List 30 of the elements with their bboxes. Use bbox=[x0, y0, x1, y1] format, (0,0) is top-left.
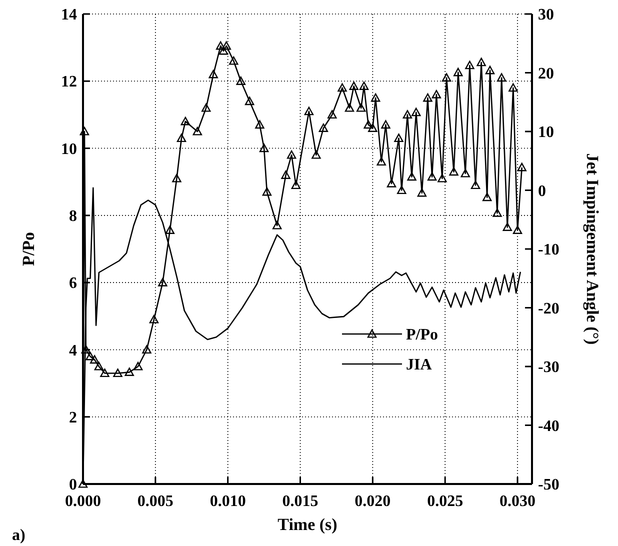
y-axis-title: P/Po bbox=[19, 232, 38, 266]
y2-tick-label: -10 bbox=[538, 242, 560, 259]
y2-axis-title: Jet Impingement Angle (°) bbox=[583, 153, 602, 345]
legend-label: JIA bbox=[406, 356, 432, 374]
y-tick-label: 6 bbox=[69, 275, 77, 292]
y-tick-label: 0 bbox=[69, 476, 77, 494]
x-axis-title: Time (s) bbox=[278, 515, 338, 534]
y2-tick-label: -50 bbox=[538, 476, 560, 494]
x-tick-label: 0.005 bbox=[137, 493, 174, 510]
y-tick-label: 12 bbox=[61, 74, 77, 91]
y2-tick-label: 10 bbox=[538, 124, 554, 142]
x-tick-label: 0.030 bbox=[500, 493, 536, 510]
y2-tick-label: -40 bbox=[538, 418, 560, 435]
y2-tick-label: 0 bbox=[538, 182, 546, 200]
legend-label: P/Po bbox=[406, 326, 438, 344]
x-tick-label: 0.010 bbox=[210, 493, 246, 510]
x-tick-label: 0.015 bbox=[282, 493, 318, 510]
y-tick-label: 2 bbox=[69, 409, 77, 426]
y2-tick-label: 20 bbox=[538, 65, 554, 82]
text: a) bbox=[12, 527, 26, 544]
x-tick-label: 0.000 bbox=[65, 493, 101, 510]
x-tick-label: 0.025 bbox=[427, 493, 464, 510]
y-tick-label: 8 bbox=[69, 208, 77, 226]
y2-tick-label: 30 bbox=[538, 6, 554, 24]
x-tick-label: 0.020 bbox=[354, 493, 391, 510]
y-tick-label: 10 bbox=[61, 140, 77, 158]
y2-tick-label: -20 bbox=[538, 300, 560, 318]
y-tick-label: 4 bbox=[69, 342, 77, 360]
y2-tick-label: -30 bbox=[538, 359, 560, 376]
y-tick-label: 14 bbox=[61, 6, 77, 24]
